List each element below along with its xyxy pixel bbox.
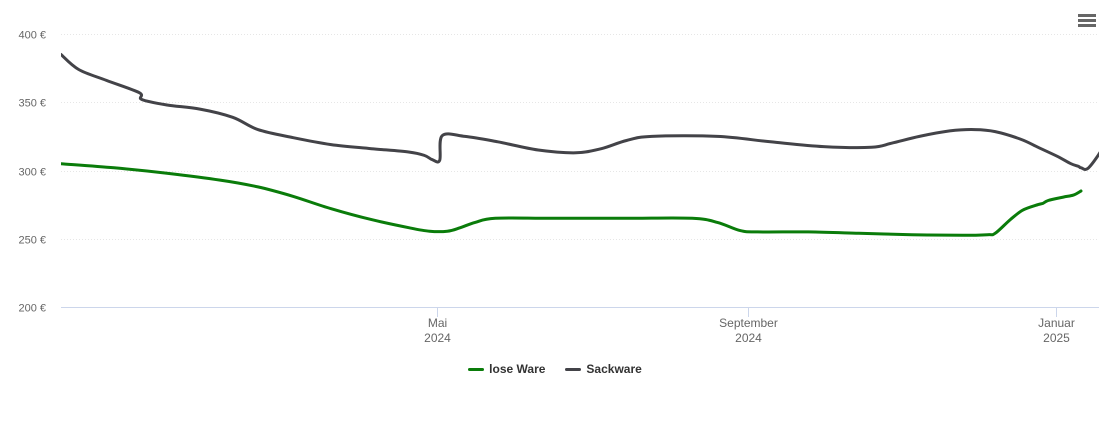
y-tick-label: 250 €	[18, 235, 46, 247]
series-line-sackware[interactable]	[61, 53, 1110, 171]
x-tick-month-label: Januar	[1038, 316, 1075, 330]
y-tick-label: 350 €	[18, 98, 46, 110]
x-tick-year-label: 2024	[735, 331, 762, 345]
x-tick-year-label: 2025	[1043, 331, 1070, 345]
x-tick-month-label: Mai	[428, 316, 447, 330]
menu-bar-icon	[1078, 14, 1096, 17]
legend-label-lose-ware: lose Ware	[489, 362, 546, 376]
x-tick-month-label: September	[719, 316, 778, 330]
chart-context-menu-button[interactable]	[1076, 12, 1098, 32]
legend-swatch-lose-ware	[468, 367, 485, 371]
legend-item-lose-ware[interactable]: lose Ware	[468, 362, 545, 376]
y-axis-labels: 200 € 250 € 300 € 350 € 400 €	[18, 30, 46, 315]
legend-swatch-sackware	[565, 367, 582, 371]
y-tick-label: 400 €	[18, 30, 46, 42]
x-tick-year-label: 2024	[424, 331, 451, 345]
y-tick-label: 200 €	[18, 303, 46, 315]
legend-item-sackware[interactable]: Sackware	[565, 362, 642, 376]
grid-lines	[61, 34, 1099, 240]
chart-legend: lose Ware Sackware	[0, 362, 1110, 376]
y-tick-label: 300 €	[18, 167, 46, 179]
series-line-lose-ware[interactable]	[61, 162, 1083, 237]
legend-label-sackware: Sackware	[586, 362, 642, 376]
series-lines[interactable]	[61, 53, 1110, 237]
menu-bar-icon	[1078, 19, 1096, 22]
menu-bar-icon	[1078, 24, 1096, 27]
